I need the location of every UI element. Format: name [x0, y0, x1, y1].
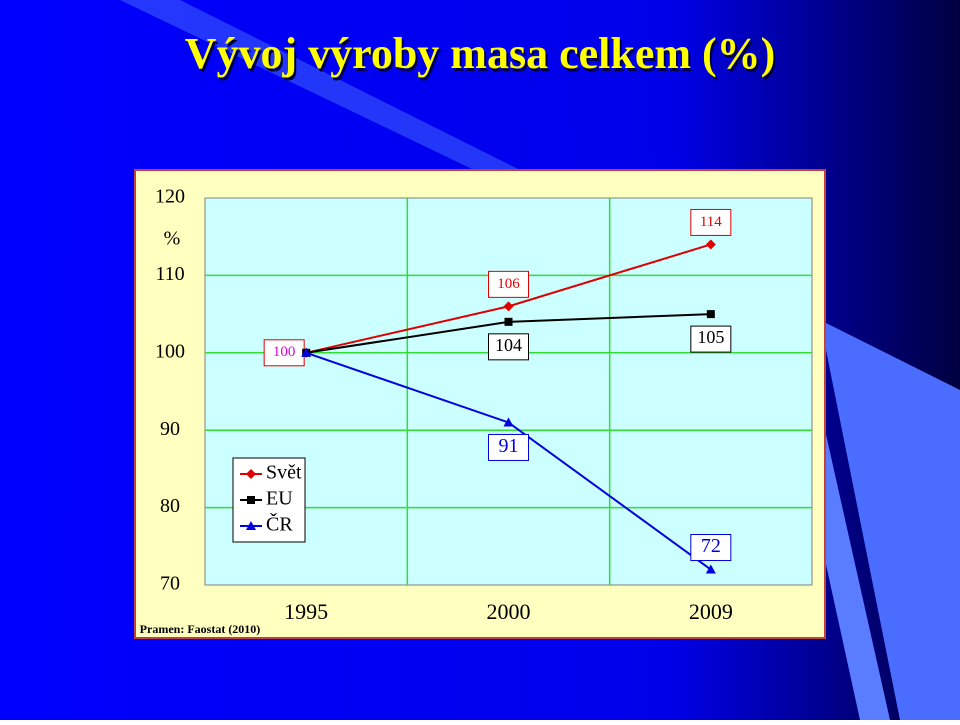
x-tick-label: 2000	[487, 599, 531, 624]
y-axis-label: %	[164, 228, 181, 250]
legend-marker	[246, 469, 256, 479]
x-tick-label: 2009	[689, 599, 733, 624]
y-tick-label: 100	[155, 340, 185, 362]
data-point	[706, 310, 715, 319]
y-tick-label: 120	[155, 186, 185, 208]
plot: 70 80 90 100 110 120 1995 2000 2009 100 106 114 104 1…	[155, 186, 812, 624]
data-label: 72	[701, 535, 721, 557]
data-point	[301, 347, 312, 357]
chart-title: Vývoj výroby masa celkem (%)	[185, 29, 776, 78]
decor-stripe	[825, 430, 890, 720]
data-label-box	[690, 325, 732, 353]
y-tick-label: 70	[160, 573, 180, 595]
legend-marker	[247, 496, 255, 504]
y-tick-label: 110	[155, 263, 184, 285]
data-label-box	[690, 534, 732, 562]
x-tick-label: 1995	[284, 599, 328, 624]
y-tick-label: 80	[160, 495, 180, 517]
legend-label: Svět	[266, 462, 302, 484]
data-label-box	[488, 433, 529, 461]
data-point	[504, 317, 513, 326]
data-label: 100	[273, 344, 296, 360]
data-label-box	[488, 333, 529, 361]
data-label-box	[263, 339, 305, 367]
legend-label: EU	[266, 488, 293, 510]
data-label-box	[488, 270, 529, 298]
legend-marker	[246, 521, 256, 530]
title-shadow: Vývoj výroby masa celkem (%)	[187, 32, 778, 81]
data-label: 106	[497, 276, 520, 292]
y-tick-label: 90	[160, 418, 180, 440]
data-point	[705, 564, 716, 574]
plot-area	[204, 197, 813, 586]
data-point	[705, 239, 716, 250]
data-point	[503, 417, 514, 427]
data-label: 114	[700, 214, 722, 230]
data-label: 104	[495, 335, 522, 355]
data-label: 105	[697, 327, 724, 347]
data-label: 91	[499, 435, 519, 457]
data-label-box	[690, 208, 732, 236]
data-point	[503, 301, 514, 312]
source: Pramen: Faostat (2010)	[140, 622, 261, 636]
decor-stripe	[820, 320, 960, 720]
legend-label: ČR	[266, 512, 293, 536]
